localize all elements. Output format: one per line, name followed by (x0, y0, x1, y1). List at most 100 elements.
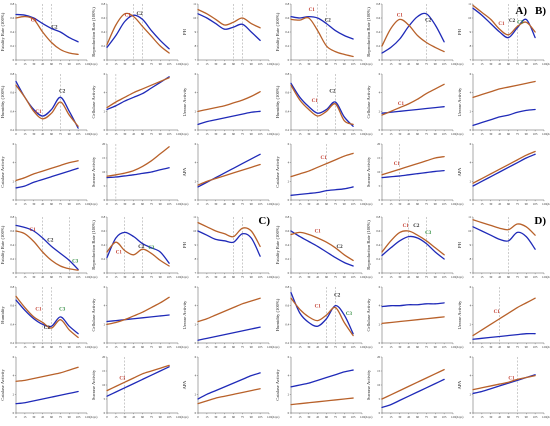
x-tick-label: 60 (507, 202, 511, 206)
panel-a: 00.20.40.60.80 15 30 45 60 75 90 105 120(days)Fa… (0, 2, 279, 206)
y-axis-label: Reproduction Rate (100%) (366, 220, 371, 270)
x-tick-label: 15 (298, 415, 302, 419)
x-tick-label: 30 (123, 132, 127, 136)
x-tick-label: 15 (298, 132, 302, 136)
y-tick-label: 10 (102, 170, 106, 174)
y-tick-label: 0.6 (285, 304, 289, 308)
x-tick-label: 120(days) (542, 202, 550, 206)
x-tick-label: 0 (197, 275, 199, 279)
panel-d: 00.20.40.60.80 15 30 45 60 75 90 105 120(days)Fa… (275, 215, 550, 419)
y-tick-label: 2 (195, 109, 197, 113)
subplot: 0.2 0.4 0.6 0.8 0 15 30 45 60 75 90 105 120(days) Hum… (275, 285, 372, 349)
blue-series-line (15, 390, 79, 405)
y-tick-label: 9 (470, 243, 472, 247)
x-tick-label: 120(days) (360, 202, 372, 206)
x-tick-label: 105 (442, 345, 447, 349)
y-tick-label: 0 (379, 58, 381, 62)
y-axis-label: Cellulase Activity (91, 298, 96, 332)
y-tick-label: 0.4 (101, 30, 105, 34)
x-tick-label: 45 (407, 345, 411, 349)
x-tick-label: 60 (416, 62, 420, 66)
y-tick-label: 0.6 (10, 229, 14, 233)
x-tick-label: 45 (41, 62, 45, 66)
x-tick-label: 0 (106, 202, 108, 206)
x-tick-label: 75 (334, 415, 338, 419)
stage-annotation: C1 (498, 22, 505, 27)
x-tick-label: 60 (325, 62, 329, 66)
y-tick-label: 15 (377, 369, 381, 373)
x-tick-label: 120(days) (267, 202, 279, 206)
blue-series-line (290, 369, 354, 388)
x-tick-label: 60 (507, 345, 511, 349)
orange-series-line (197, 388, 261, 405)
panels-layer: 00.20.40.60.80 15 30 45 60 75 90 105 120(days)Fa… (0, 2, 550, 419)
x-tick-label: 0 (290, 132, 292, 136)
y-tick-label: 0.8 (285, 72, 289, 76)
x-tick-label: 120(days) (176, 62, 188, 66)
y-tick-label: 4 (13, 374, 15, 378)
x-tick-label: 120(days) (451, 275, 463, 279)
y-tick-label: 10 (377, 170, 381, 174)
x-tick-label: 90 (434, 62, 438, 66)
x-tick-label: 45 (223, 415, 227, 419)
x-tick-label: 45 (498, 132, 502, 136)
x-tick-label: 60 (141, 202, 145, 206)
y-tick-label: 4 (13, 161, 15, 165)
x-tick-label: 45 (498, 62, 502, 66)
y-tick-label: 4 (195, 91, 197, 95)
y-tick-label: 0 (379, 198, 381, 202)
x-tick-label: 75 (241, 202, 245, 206)
y-tick-label: 4 (104, 304, 106, 308)
y-tick-label: 0 (379, 271, 381, 275)
x-tick-label: 75 (59, 202, 63, 206)
x-tick-label: 30 (307, 202, 311, 206)
orange-series-line (290, 152, 354, 178)
y-axis-label: Reproduction Rate (100%) (91, 220, 96, 270)
y-tick-label: 4 (470, 374, 472, 378)
y-tick-label: 2 (195, 322, 197, 326)
blue-series-line (106, 231, 170, 264)
blue-series-line (290, 15, 354, 40)
x-tick-label: 0 (472, 62, 474, 66)
orange-series-line (15, 160, 79, 182)
y-tick-label: 9 (195, 243, 197, 247)
x-tick-label: 45 (407, 275, 411, 279)
x-tick-label: 120(days) (451, 132, 463, 136)
y-tick-label: 15 (377, 156, 381, 160)
y-tick-label: 0.8 (285, 285, 289, 289)
orange-series-line (15, 15, 79, 56)
x-tick-label: 75 (150, 415, 154, 419)
y-tick-label: 0 (104, 341, 106, 345)
x-tick-label: 60 (232, 345, 236, 349)
x-tick-label: 75 (334, 202, 338, 206)
x-tick-label: 45 (132, 345, 136, 349)
y-tick-label: 0.4 (10, 243, 14, 247)
y-tick-label: 0.4 (10, 109, 14, 113)
x-tick-label: 90 (343, 275, 347, 279)
x-tick-label: 60 (232, 415, 236, 419)
x-tick-label: 90 (250, 345, 254, 349)
x-tick-label: 15 (23, 415, 27, 419)
x-tick-label: 90 (343, 62, 347, 66)
x-tick-label: 90 (525, 132, 529, 136)
y-tick-label: 4 (195, 161, 197, 165)
x-tick-label: 0 (381, 415, 383, 419)
x-tick-label: 75 (516, 275, 520, 279)
x-tick-label: 60 (141, 62, 145, 66)
orange-series-line (15, 295, 79, 339)
x-tick-label: 120(days) (267, 415, 279, 419)
y-tick-label: 6 (379, 72, 381, 76)
stage-annotation: C3 (59, 307, 66, 312)
stage-annotation: C3 (346, 312, 353, 317)
x-tick-label: 120(days) (360, 275, 372, 279)
y-tick-label: 0.8 (376, 2, 380, 6)
blue-series-line (106, 366, 170, 397)
y-tick-label: 0.6 (285, 16, 289, 20)
y-tick-label: 10 (102, 383, 106, 387)
y-tick-label: 4 (195, 304, 197, 308)
